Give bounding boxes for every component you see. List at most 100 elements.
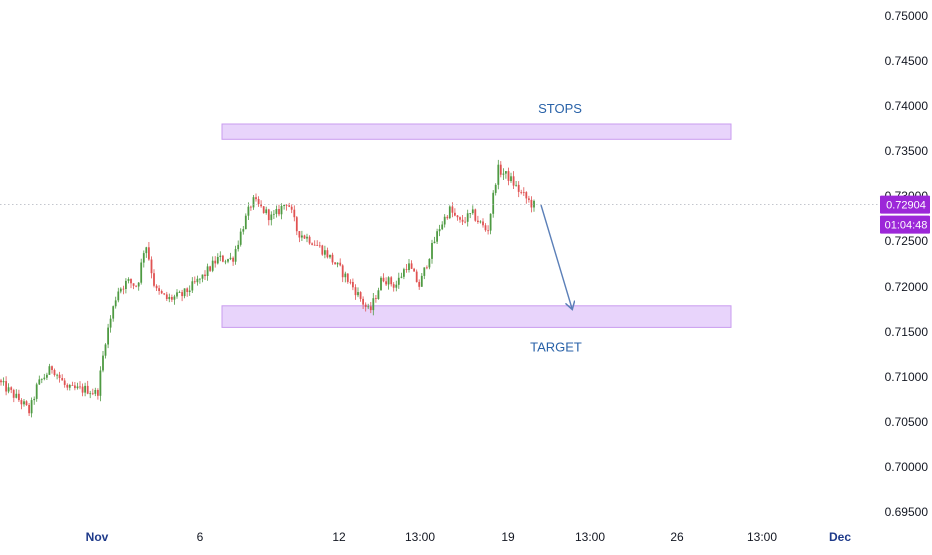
candle-body xyxy=(334,262,336,265)
candle xyxy=(303,234,306,239)
candle-body xyxy=(530,199,533,208)
candle xyxy=(420,273,423,287)
zones-layer: STOPS TARGET xyxy=(221,101,732,354)
candle xyxy=(448,205,451,220)
candle-body xyxy=(222,255,224,262)
candle-body xyxy=(140,262,143,283)
candle-body xyxy=(321,245,324,255)
candle-body xyxy=(400,276,403,278)
candle-body xyxy=(426,267,428,269)
x-tick-label: 19 xyxy=(501,530,515,544)
candle-body xyxy=(308,236,311,244)
candle-body xyxy=(487,230,489,232)
candle-body xyxy=(364,304,367,307)
candle-body xyxy=(40,378,43,380)
candle-body xyxy=(479,221,482,223)
candle-body xyxy=(99,370,102,396)
candle-body xyxy=(336,262,339,265)
candle-body xyxy=(153,273,155,286)
candle xyxy=(461,215,464,225)
candle-body xyxy=(354,287,357,296)
candle xyxy=(150,256,153,279)
candle xyxy=(30,397,33,418)
candle xyxy=(431,239,433,264)
candle xyxy=(252,195,255,210)
candle xyxy=(117,287,120,303)
candle xyxy=(443,214,446,228)
candle xyxy=(528,195,530,203)
candle xyxy=(482,218,484,228)
candle xyxy=(324,245,326,259)
candle xyxy=(15,389,18,399)
candle-body xyxy=(66,384,69,388)
candle-body xyxy=(502,173,505,175)
candle xyxy=(183,288,186,299)
candle-body xyxy=(53,370,56,375)
candle-body xyxy=(329,254,331,258)
candle-body xyxy=(137,282,140,287)
candle-body xyxy=(267,209,270,221)
y-tick-label: 0.75000 xyxy=(885,9,929,23)
candle-body xyxy=(392,284,395,288)
candle-body xyxy=(23,401,25,405)
candle xyxy=(234,245,237,265)
candle-body xyxy=(436,231,438,242)
candle xyxy=(153,269,155,288)
candle-body xyxy=(224,261,227,263)
candle xyxy=(86,380,89,395)
candle-body xyxy=(79,386,81,388)
candle-body xyxy=(12,390,15,398)
candle-body xyxy=(283,204,285,206)
candle-body xyxy=(20,400,23,405)
candle xyxy=(33,396,36,405)
candle xyxy=(494,183,497,196)
candle xyxy=(530,196,533,213)
candle-body xyxy=(431,243,433,259)
candle-body xyxy=(127,279,130,281)
candle xyxy=(344,271,347,283)
candle xyxy=(214,256,217,268)
candle-body xyxy=(219,255,222,257)
candle xyxy=(191,277,194,293)
candle-body xyxy=(227,259,229,262)
candle xyxy=(362,296,364,309)
candle xyxy=(273,210,275,219)
candle xyxy=(66,383,69,391)
candle xyxy=(400,272,403,279)
candle xyxy=(397,272,400,289)
candle xyxy=(316,240,319,246)
zone-label-stops: STOPS xyxy=(538,101,582,116)
candle xyxy=(311,242,313,246)
candle-body xyxy=(408,263,410,270)
candle xyxy=(346,273,349,284)
candle-body xyxy=(344,273,347,278)
candle-body xyxy=(193,281,196,283)
candle-body xyxy=(410,263,413,269)
candle xyxy=(367,303,370,310)
candle xyxy=(375,295,377,303)
candle-body xyxy=(18,393,20,401)
candle xyxy=(48,363,51,375)
candle xyxy=(331,252,334,265)
candle xyxy=(336,262,339,268)
candle-body xyxy=(68,385,71,388)
candle xyxy=(163,293,166,296)
candle xyxy=(515,181,517,187)
candle xyxy=(285,204,288,211)
candle-body xyxy=(242,229,245,232)
candle xyxy=(341,264,344,283)
candle-body xyxy=(58,374,61,378)
candle xyxy=(46,372,48,380)
candle-body xyxy=(459,217,461,220)
candle-body xyxy=(232,257,234,262)
candle-body xyxy=(191,281,194,291)
candle xyxy=(270,211,273,226)
candle xyxy=(216,253,219,265)
candle-body xyxy=(303,235,306,239)
candle xyxy=(114,296,117,309)
candle-body xyxy=(474,209,477,221)
candle-body xyxy=(260,204,262,207)
candle xyxy=(102,351,104,373)
candle-body xyxy=(216,257,219,264)
candle-body xyxy=(56,374,58,376)
